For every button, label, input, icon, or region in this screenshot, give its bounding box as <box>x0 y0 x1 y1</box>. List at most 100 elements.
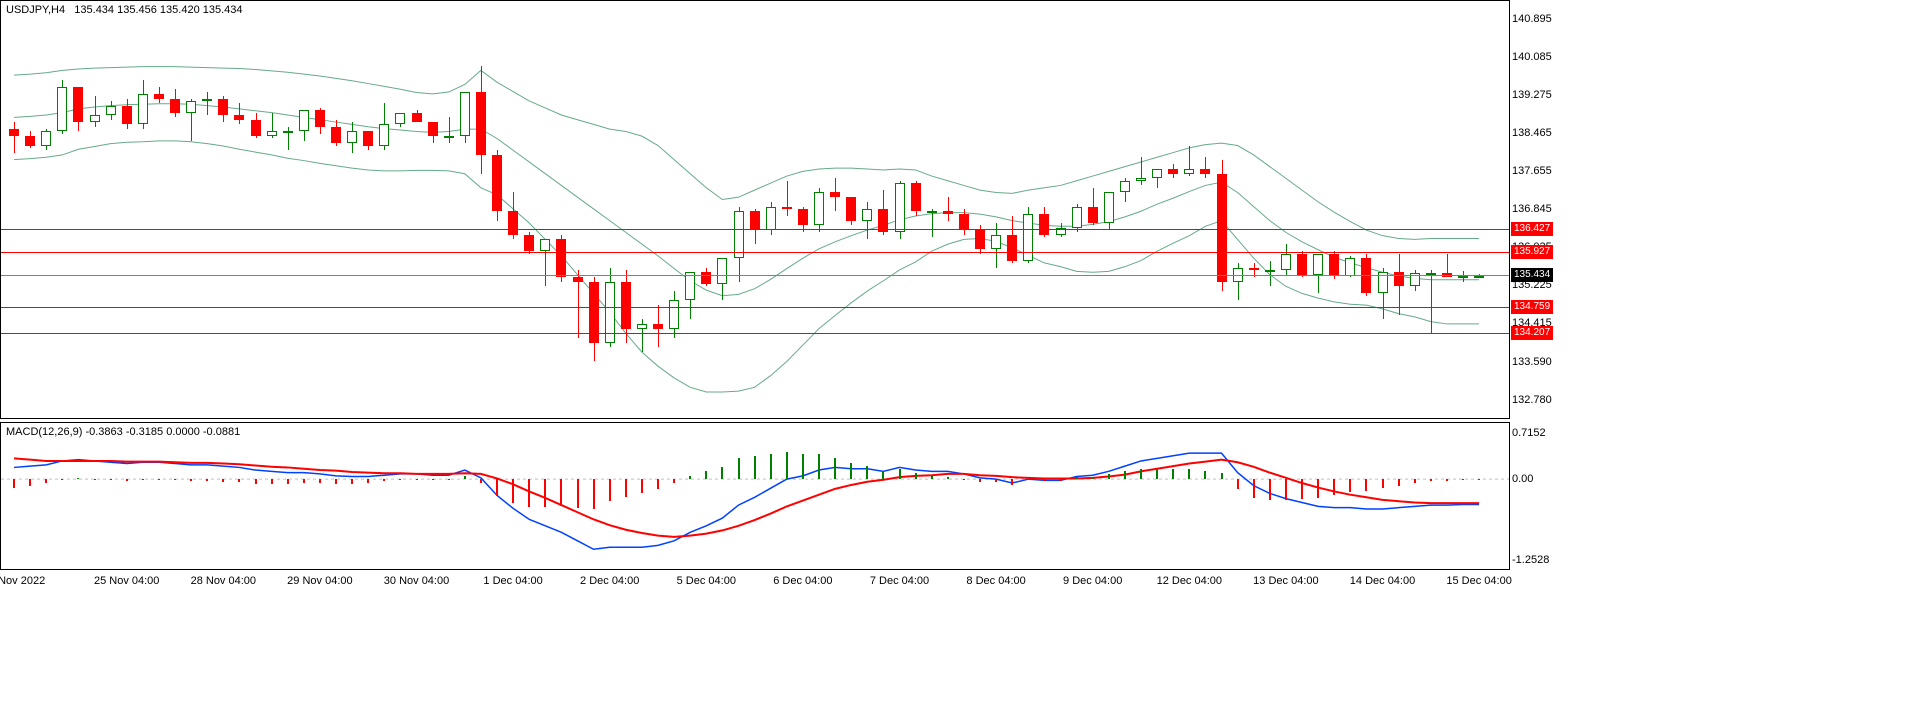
candle-body[interactable] <box>685 272 695 300</box>
candle-body[interactable] <box>234 115 244 120</box>
candle-body[interactable] <box>363 131 373 145</box>
candle-body[interactable] <box>1104 192 1114 223</box>
candle-body[interactable] <box>943 211 953 213</box>
candle-body[interactable] <box>830 192 840 197</box>
candle-body[interactable] <box>106 106 116 115</box>
candle-body[interactable] <box>782 207 792 209</box>
candle-body[interactable] <box>331 127 341 143</box>
candle-body[interactable] <box>25 136 35 145</box>
horizontal-level-line[interactable] <box>1 333 1509 334</box>
candle-body[interactable] <box>637 324 647 329</box>
candle-body[interactable] <box>428 122 438 136</box>
candle-body[interactable] <box>766 207 776 230</box>
candle-body[interactable] <box>1313 254 1323 275</box>
macd-histogram-bar <box>657 479 659 489</box>
candle-body[interactable] <box>9 129 19 136</box>
candle-body[interactable] <box>975 230 985 249</box>
candle-body[interactable] <box>1072 207 1082 228</box>
macd-histogram-bar <box>1478 479 1480 480</box>
candle-body[interactable] <box>90 115 100 122</box>
candle-body[interactable] <box>798 209 808 225</box>
macd-histogram-bar <box>915 473 917 479</box>
candle-body[interactable] <box>508 211 518 234</box>
symbol-ohlc-title: USDJPY,H4 135.434 135.456 135.420 135.43… <box>6 4 243 16</box>
candle-body[interactable] <box>1168 169 1178 174</box>
candle-body[interactable] <box>299 110 309 131</box>
candle-body[interactable] <box>669 300 679 328</box>
candle-body[interactable] <box>927 211 937 213</box>
macd-ytick: 0.7152 <box>1512 427 1546 439</box>
candle-body[interactable] <box>202 99 212 101</box>
candle-body[interactable] <box>524 235 534 251</box>
macd-histogram-bar <box>641 479 643 493</box>
candle-body[interactable] <box>1249 268 1259 270</box>
price-ytick: 139.275 <box>1512 89 1552 101</box>
candle-body[interactable] <box>154 94 164 99</box>
candle-body[interactable] <box>379 124 389 145</box>
macd-ytick: 0.00 <box>1512 473 1533 485</box>
candle-body[interactable] <box>1120 181 1130 193</box>
candle-body[interactable] <box>717 258 727 284</box>
candle-body[interactable] <box>1184 169 1194 174</box>
candle-body[interactable] <box>959 214 969 230</box>
candle-body[interactable] <box>573 277 583 282</box>
candle-body[interactable] <box>73 87 83 122</box>
candle-body[interactable] <box>186 101 196 113</box>
candle-body[interactable] <box>1136 178 1146 180</box>
candle-body[interactable] <box>1297 254 1307 275</box>
candle-body[interactable] <box>138 94 148 125</box>
candle-body[interactable] <box>412 113 422 122</box>
time-xtick: 9 Dec 04:00 <box>1063 575 1122 587</box>
candle-body[interactable] <box>846 197 856 220</box>
candle-body[interactable] <box>251 120 261 136</box>
candle-body[interactable] <box>750 211 760 230</box>
candle-body[interactable] <box>218 99 228 115</box>
candle-body[interactable] <box>41 131 51 145</box>
candle-wick <box>207 92 208 115</box>
time-xtick: 6 Dec 04:00 <box>773 575 832 587</box>
candle-body[interactable] <box>991 235 1001 249</box>
macd-panel[interactable] <box>0 422 1510 570</box>
candle-body[interactable] <box>1329 254 1339 277</box>
time-xtick: 5 Dec 04:00 <box>677 575 736 587</box>
candle-body[interactable] <box>1265 270 1275 272</box>
candle-body[interactable] <box>1023 214 1033 261</box>
candle-body[interactable] <box>734 211 744 258</box>
candle-body[interactable] <box>492 155 502 211</box>
candle-body[interactable] <box>1007 235 1017 261</box>
candle-body[interactable] <box>862 209 872 221</box>
candle-body[interactable] <box>460 92 470 137</box>
candle-body[interactable] <box>267 131 277 136</box>
candle-body[interactable] <box>1345 258 1355 276</box>
macd-histogram-bar <box>1124 471 1126 479</box>
candle-body[interactable] <box>347 131 357 143</box>
candle-body[interactable] <box>701 272 711 284</box>
macd-histogram-bar <box>287 479 289 484</box>
candle-body[interactable] <box>895 183 905 232</box>
candle-body[interactable] <box>170 99 180 113</box>
candle-body[interactable] <box>1152 169 1162 178</box>
macd-histogram-bar <box>351 479 353 484</box>
candle-body[interactable] <box>395 113 405 125</box>
horizontal-level-line[interactable] <box>1 252 1509 253</box>
horizontal-level-line[interactable] <box>1 307 1509 308</box>
horizontal-level-line[interactable] <box>1 229 1509 230</box>
candle-body[interactable] <box>283 131 293 133</box>
macd-histogram-bar <box>963 479 965 480</box>
candle-body[interactable] <box>653 324 663 329</box>
candle-body[interactable] <box>1200 169 1210 174</box>
candle-body[interactable] <box>1281 254 1291 270</box>
candle-body[interactable] <box>814 192 824 225</box>
candle-body[interactable] <box>1088 207 1098 223</box>
candle-body[interactable] <box>540 239 550 251</box>
candle-body[interactable] <box>556 239 566 277</box>
candle-body[interactable] <box>444 136 454 138</box>
candle-body[interactable] <box>315 110 325 126</box>
candle-body[interactable] <box>1039 214 1049 235</box>
candle-body[interactable] <box>911 183 921 211</box>
candle-body[interactable] <box>621 282 631 329</box>
candle-body[interactable] <box>1217 174 1227 282</box>
candle-body[interactable] <box>122 106 132 125</box>
candle-body[interactable] <box>476 92 486 155</box>
candle-body[interactable] <box>57 87 67 132</box>
